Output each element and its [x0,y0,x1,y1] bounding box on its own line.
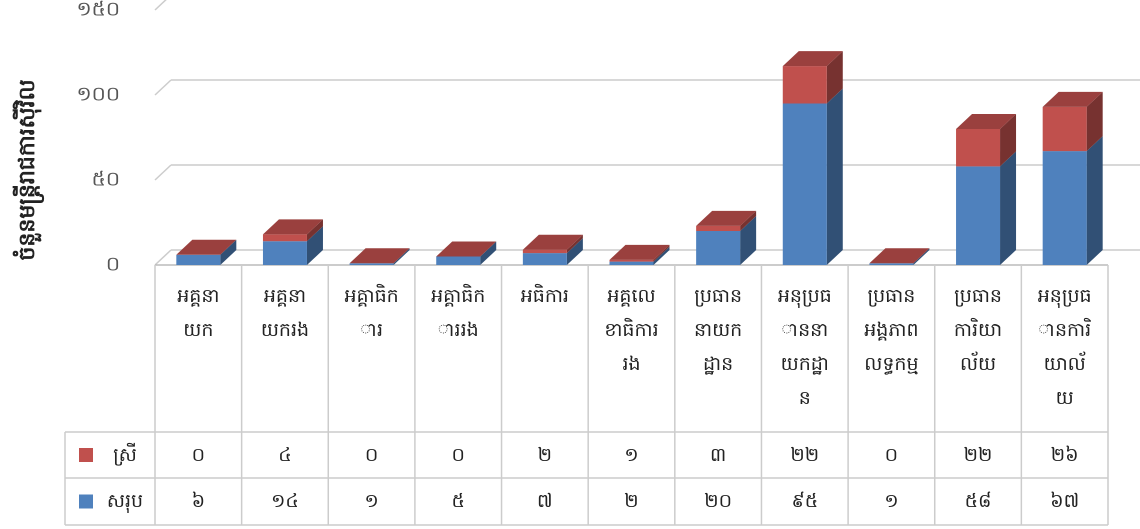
bar [609,261,654,265]
y-tick-label: ០ [106,252,120,276]
bar-side [480,241,497,265]
y-tick-label: ១០០ [77,82,120,106]
bar-top [522,234,583,250]
bar-top [349,248,410,264]
value-label: ២២ [790,444,820,466]
bar [262,234,307,242]
value-label: ១ [884,490,899,512]
bar-side [306,219,323,242]
bar-side [1086,136,1103,265]
bar [522,249,567,254]
value-label: ៦៧ [1050,490,1080,512]
value-label: ០ [884,444,899,466]
value-label: ០ [451,444,465,466]
bar [782,103,827,265]
value-label: ២ [624,490,639,512]
value-label: ២២ [963,444,993,466]
category-label: អនុប្រធាននាយកដ្ឋាន [777,285,832,409]
bar [262,241,307,265]
value-label: ៩៥ [791,490,819,512]
category-label: ប្រធានអង្គភាពលទ្ធកម្ម [864,285,919,375]
legend-label: សរុប [106,490,144,512]
value-label: ០ [191,444,206,466]
bar [956,166,1001,265]
bar-side [1000,151,1017,265]
value-label: ២ [537,444,553,466]
value-label: ៥ [451,490,465,512]
value-label: ៥៨ [964,490,992,512]
bar-side [653,244,670,262]
bar [956,129,1001,167]
bar-side [393,248,410,265]
bar [349,263,394,265]
bar-top [782,51,843,67]
legend-swatch [79,494,93,509]
bar [1042,106,1087,152]
category-label: អគ្គលេខាធិការរង [604,285,659,375]
value-label: ០ [364,444,379,466]
bar-top [956,114,1017,129]
bar [696,231,741,265]
category-label: អគ្គនាយករង [260,285,310,341]
bar [436,256,481,265]
bar-top [1042,91,1103,107]
y-tick-label: ១៥០ [77,0,120,21]
grid-line [154,0,167,11]
bar-side [566,234,583,254]
bar-top [696,210,757,226]
bar-side [653,246,670,265]
bar-top [436,241,497,257]
value-label: ១ [624,444,639,466]
bar-side [306,226,323,265]
bar-side [913,248,930,265]
legend-swatch [79,448,93,462]
bar-side [740,210,757,231]
grid-line [154,164,172,181]
grid-line [154,249,172,266]
bar-top [176,239,237,255]
category-label: ប្រធាននាយកដ្ឋាន [694,285,743,375]
category-label: អគ្គនាយក [177,285,220,341]
bar-top [869,248,930,264]
category-label: អធិការ [520,285,569,307]
value-label: ២៦ [1050,444,1079,466]
bar [782,66,827,104]
value-label: ១ [364,490,379,512]
bar [696,225,741,231]
bar-top [609,244,670,260]
value-label: ៦ [191,490,206,512]
bar-top [262,219,323,235]
bar [869,263,914,265]
bar [609,259,654,262]
value-label: ៧ [537,490,553,512]
category-label: អគ្គាធិការ [344,285,399,341]
category-label: អនុប្រធានការិយាល័យ [1037,285,1092,409]
bar-side [1086,91,1103,152]
bar-side [566,238,583,265]
bar-side [740,216,757,265]
y-tick-label: ៥០ [92,167,120,191]
bar-side [826,51,843,104]
bar [1042,151,1087,265]
bar [522,253,567,265]
value-label: ៤ [278,444,292,466]
bar-side [1000,114,1017,167]
category-label: ប្រធានការិយាល័យ [953,285,1003,375]
value-label: ២០ [704,490,733,512]
bar-side [826,88,843,265]
category-label: អគ្គាធិការរង [431,285,486,341]
grid-line [154,79,172,96]
value-label: ៣ [710,444,727,466]
bar [176,254,221,265]
bar-side [220,239,237,265]
y-axis-label: ចំនួនមន្ត្រីរាជការស៊ីវិល [12,79,45,260]
legend-label: ស្រី [113,444,137,466]
value-label: ១៤ [271,490,299,512]
